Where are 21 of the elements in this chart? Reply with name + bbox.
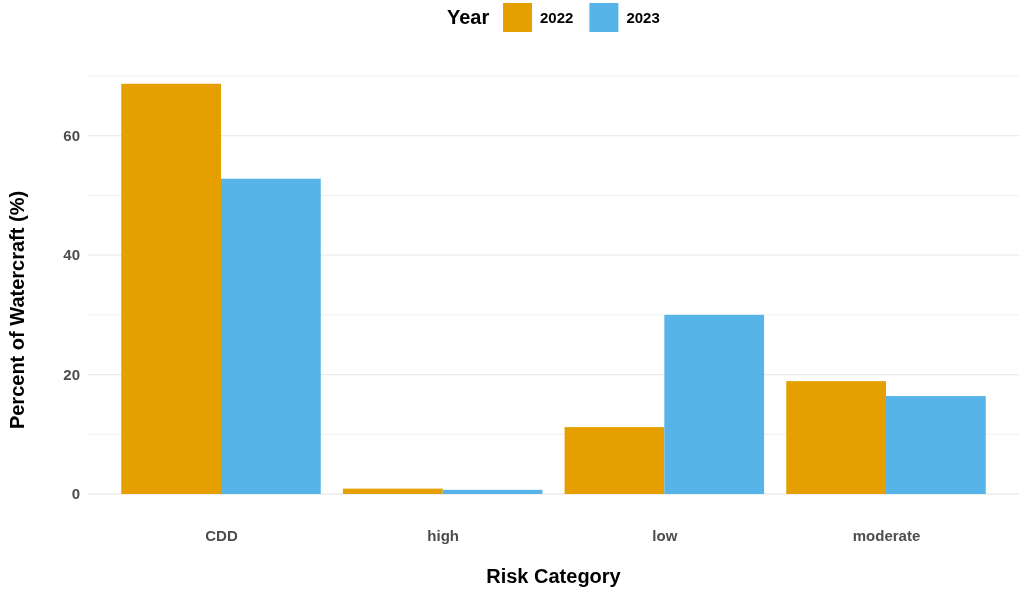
bar: [786, 381, 886, 494]
legend-label: 2022: [540, 9, 574, 26]
bar: [442, 489, 543, 494]
y-tick-label: 40: [63, 246, 80, 264]
x-tick-label: low: [652, 526, 678, 544]
bar: [221, 178, 321, 494]
y-axis-title: Percent of Watercraft (%): [6, 190, 28, 430]
x-tick-label: high: [427, 526, 459, 544]
bar: [342, 488, 443, 494]
y-tick-label: 60: [63, 127, 80, 145]
y-tick-label: 0: [71, 485, 80, 503]
bar: [121, 83, 221, 494]
bar: [564, 427, 665, 494]
x-tick-label: CDD: [205, 526, 238, 544]
x-tick-label: moderate: [852, 526, 921, 544]
legend-title: Year: [447, 6, 490, 28]
x-axis-title: Risk Category: [486, 565, 622, 587]
legend-label: 2023: [626, 9, 660, 26]
y-tick-label: 20: [63, 365, 80, 383]
bar: [664, 314, 765, 494]
bar: [886, 396, 986, 494]
